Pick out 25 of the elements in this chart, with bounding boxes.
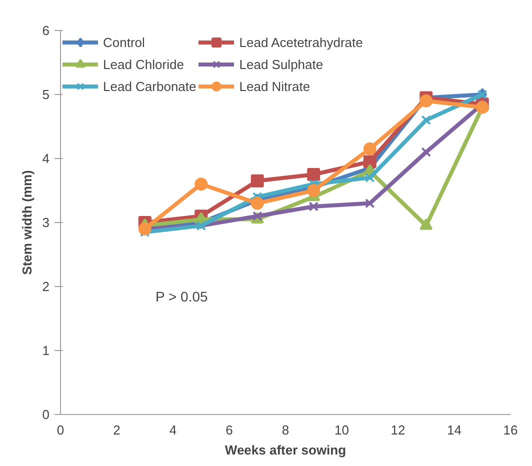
legend-label: Lead Sulphate xyxy=(239,56,324,72)
x-axis-title: Weeks after sowing xyxy=(224,442,346,458)
legend-label: Control xyxy=(103,34,145,50)
y-tick-label: 4 xyxy=(42,151,50,166)
x-tick-label: 8 xyxy=(282,422,290,438)
x-tick-label: 16 xyxy=(503,422,518,438)
legend-label: Lead Chloride xyxy=(103,56,184,72)
x-tick-label: 4 xyxy=(169,422,177,438)
x-tick-label: 6 xyxy=(226,422,233,438)
x-tick-label: 10 xyxy=(334,422,349,438)
legend-label: Lead Acetetrahydrate xyxy=(239,34,363,50)
y-tick-label: 3 xyxy=(42,215,50,230)
y-tick-label: 0 xyxy=(42,407,50,422)
legend-label: Lead Nitrate xyxy=(239,78,310,94)
y-tick-label: 6 xyxy=(42,23,50,38)
x-tick-label: 14 xyxy=(447,422,462,438)
y-tick-label: 2 xyxy=(42,279,50,294)
y-tick-label: 5 xyxy=(42,87,50,102)
x-tick-label: 2 xyxy=(113,422,120,438)
x-tick-label: 12 xyxy=(390,422,406,438)
y-axis-title: Stem width (mm) xyxy=(19,170,34,275)
annotation: P > 0.05 xyxy=(156,288,208,304)
x-tick-label: 0 xyxy=(56,422,64,438)
legend-label: Lead Carbonate xyxy=(103,78,196,94)
y-tick-label: 1 xyxy=(42,343,50,358)
